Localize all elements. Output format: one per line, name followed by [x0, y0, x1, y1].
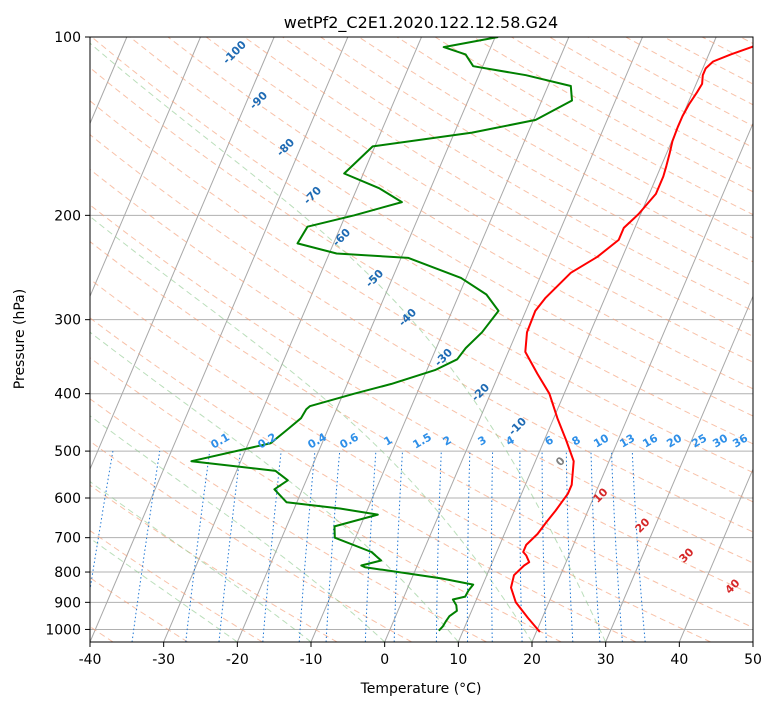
dry-adiabat	[90, 357, 562, 642]
x-axis-label: Temperature (°C)	[360, 681, 482, 697]
x-tick-label: 20	[523, 652, 541, 668]
moist-adiabat	[90, 42, 607, 642]
plot-area	[90, 37, 753, 642]
y-tick-label: 800	[54, 565, 81, 581]
dewpoint-profile-line	[190, 37, 573, 632]
moist-adiabat	[90, 331, 459, 642]
dry-adiabat	[90, 134, 753, 533]
y-axis-label: Pressure (hPa)	[12, 289, 28, 389]
isotherm-line	[90, 37, 201, 298]
mixing-ratio-line	[90, 451, 114, 593]
moist-adiabat	[90, 215, 533, 642]
isotherm-line	[90, 37, 349, 642]
mixing-ratio-line	[185, 451, 211, 642]
x-tick-label: 30	[597, 652, 615, 668]
dry-adiabat	[244, 37, 753, 337]
isotherm-line	[531, 122, 753, 642]
y-tick-label: 300	[54, 313, 81, 329]
x-tick-label: -30	[152, 652, 175, 668]
chart-title: wetPf2_C2E1.2020.122.12.58.G24	[284, 13, 558, 33]
x-tick-label: 40	[670, 652, 688, 668]
mixing-ratio-line	[218, 451, 241, 642]
dry-adiabat	[90, 204, 753, 596]
dry-adiabat	[282, 37, 753, 312]
dry-adiabat	[90, 168, 753, 564]
profile-lines	[190, 37, 753, 633]
isotherm-line	[236, 37, 496, 642]
isotherm-line	[384, 37, 643, 642]
dry-adiabat	[90, 241, 753, 629]
dry-adiabat	[90, 278, 711, 642]
x-tick-label: -40	[79, 652, 102, 668]
y-tick-label: 500	[54, 444, 81, 460]
y-tick-label: 900	[54, 595, 81, 611]
plot-frame	[89, 36, 754, 643]
y-tick-label: 600	[54, 491, 81, 507]
isotherm-line	[90, 37, 275, 471]
y-tick-label: 400	[54, 387, 81, 403]
background-lines	[90, 37, 753, 642]
temperature-profile-line	[510, 45, 753, 633]
x-axis: -40 -30 -20 -10 0 10 20 30 40 50	[79, 642, 762, 668]
y-tick-label: 200	[54, 208, 81, 224]
mixing-ratio-line	[631, 451, 646, 642]
dry-adiabat	[90, 100, 753, 503]
dry-adiabat	[90, 530, 263, 642]
isotherm-line	[678, 467, 753, 642]
x-tick-label: -10	[300, 652, 323, 668]
x-tick-label: -20	[226, 652, 249, 668]
mixing-ratio-line	[298, 451, 316, 642]
x-tick-label: 10	[449, 652, 467, 668]
dry-adiabat	[167, 37, 753, 390]
x-tick-label: 50	[744, 652, 762, 668]
y-axis: 100 200 300 400 500 600 700 800 900 1000	[45, 30, 90, 638]
y-tick-label: 1000	[45, 622, 81, 638]
isotherm-line	[163, 37, 422, 642]
isotherm-line	[605, 295, 753, 642]
mixing-ratio-line	[262, 451, 282, 642]
moist-adiabat	[90, 415, 386, 642]
dry-adiabat	[129, 37, 753, 417]
y-tick-label: 700	[54, 531, 81, 547]
x-tick-label: 0	[380, 652, 389, 668]
mixing-ratio-line	[131, 451, 161, 642]
dry-adiabat	[91, 37, 753, 445]
dry-adiabat	[90, 484, 338, 642]
dry-adiabat	[90, 317, 637, 642]
y-tick-label: 100	[54, 30, 81, 46]
